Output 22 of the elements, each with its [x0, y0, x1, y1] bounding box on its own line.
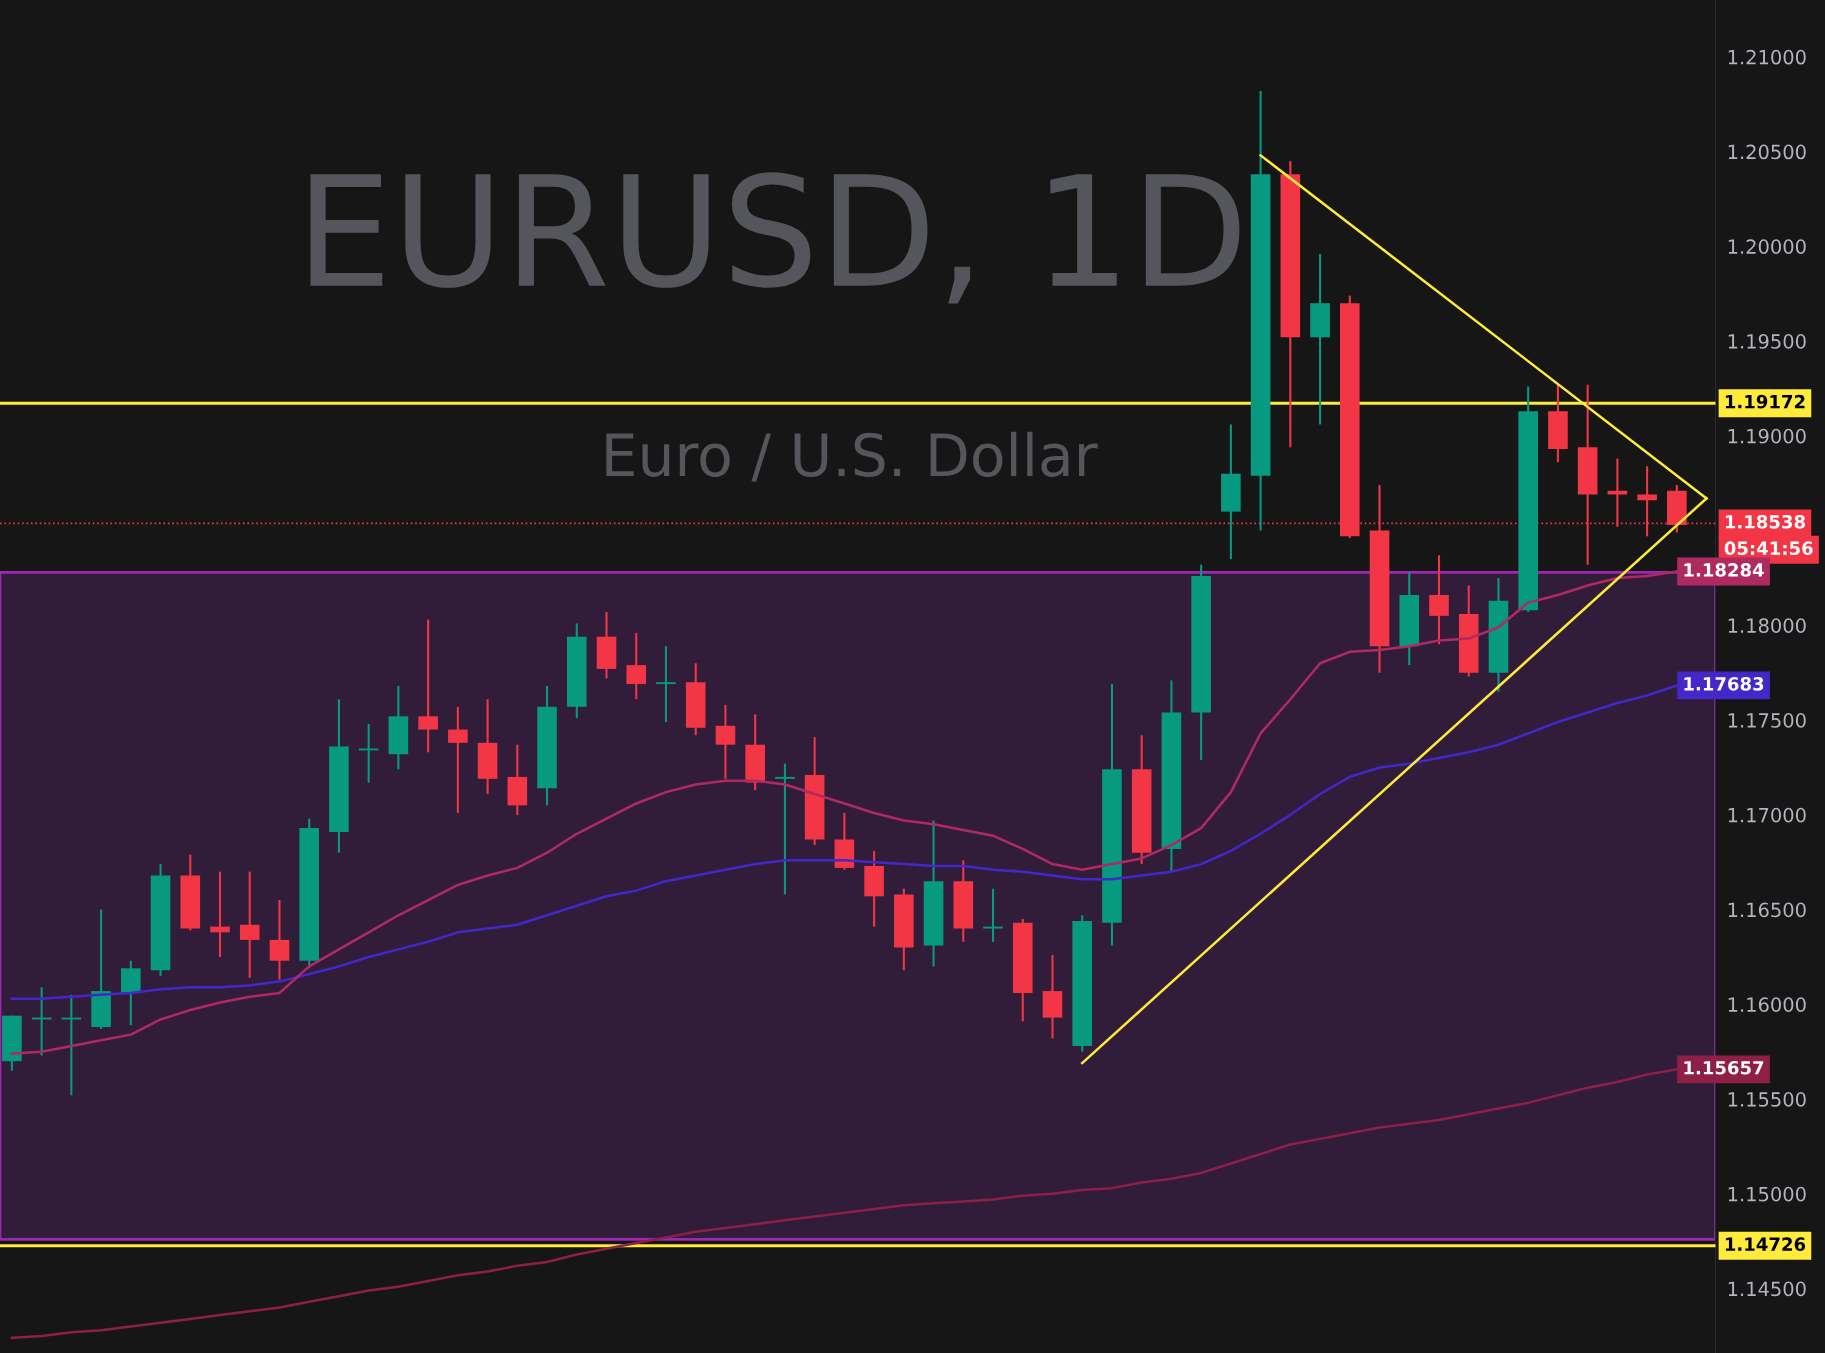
y-tick-label: 1.17500 — [1728, 713, 1806, 728]
data-label: 1.17683 — [1684, 676, 1764, 691]
y-tick-label: 1.20500 — [1728, 144, 1806, 160]
data-label: 1.18284 — [1684, 563, 1764, 577]
y-tick-label: 1.20000 — [1728, 239, 1806, 255]
data-label: 1.15657 — [1684, 1060, 1764, 1075]
ref-line-label: 1.18538 — [1725, 514, 1805, 529]
y-tick-label: 1.21000 — [1728, 49, 1806, 65]
text: Euro / U.S. Dollar — [606, 431, 1098, 482]
y-tick-label: 1.17000 — [1728, 807, 1806, 823]
y-tick-label: 1.18000 — [1728, 618, 1806, 633]
y-tick-label: 1.14500 — [1728, 1281, 1806, 1297]
y-tick-label: 1.19000 — [1728, 428, 1806, 444]
y-tick-label: 1.15500 — [1728, 1092, 1806, 1107]
text: 05:41:56 — [1724, 541, 1813, 556]
y-tick-label: 1.16500 — [1728, 902, 1806, 918]
y-tick-label: 1.19500 — [1728, 334, 1806, 349]
ref-line-label: 1.14726 — [1725, 1237, 1806, 1251]
text: EURUSD, 1D — [310, 172, 1240, 304]
ref-line-label: 1.19172 — [1725, 394, 1805, 409]
y-tick-label: 1.15000 — [1728, 1186, 1806, 1202]
y-tick-label: 1.16000 — [1728, 997, 1806, 1012]
